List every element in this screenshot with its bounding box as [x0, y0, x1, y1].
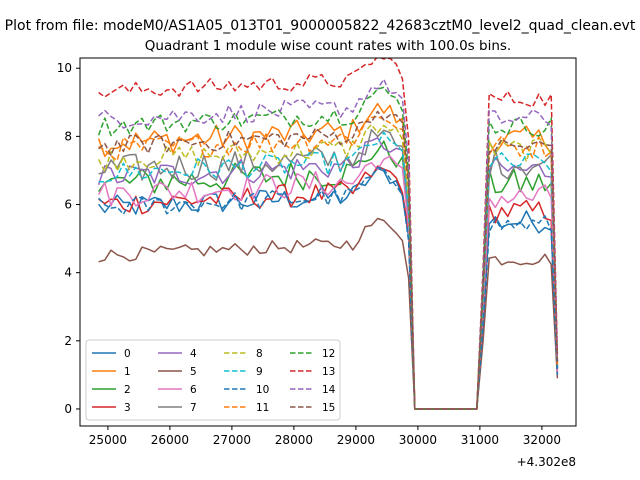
- legend-label-14: 14: [322, 384, 336, 396]
- legend-label-12: 12: [322, 348, 335, 360]
- y-axis: 0 2 4 6 8 10: [57, 61, 80, 416]
- legend-label-15: 15: [322, 402, 335, 414]
- series-line-8: [97, 123, 559, 410]
- series-line-11: [98, 115, 559, 410]
- series-line-15: [98, 110, 559, 410]
- legend-label-5: 5: [190, 366, 197, 378]
- y-tick-label: 6: [64, 198, 72, 212]
- series-line-10: [98, 166, 559, 410]
- series-layer: [97, 58, 559, 410]
- legend-label-4: 4: [190, 348, 197, 360]
- legend-label-2: 2: [124, 384, 131, 396]
- x-tick-label: 26000: [151, 433, 189, 447]
- legend-label-11: 11: [256, 402, 269, 414]
- legend-label-6: 6: [190, 384, 197, 396]
- chart-title: Quadrant 1 module wise count rates with …: [145, 38, 511, 54]
- legend-label-3: 3: [124, 402, 131, 414]
- legend-label-0: 0: [124, 348, 131, 360]
- x-tick-label: 25000: [89, 433, 127, 447]
- y-tick-label: 8: [64, 129, 72, 143]
- legend-label-13: 13: [322, 366, 335, 378]
- y-tick-label: 2: [64, 334, 72, 348]
- y-tick-label: 10: [57, 61, 72, 75]
- x-axis: 25000 26000 27000 28000 29000 30000 31000 32000: [89, 426, 561, 447]
- plot-frame: [79, 57, 577, 427]
- series-line-5: [98, 217, 559, 410]
- legend-frame: [85, 339, 341, 421]
- series-line-13: [98, 58, 559, 410]
- legend-label-7: 7: [190, 402, 197, 414]
- x-tick-label: 31000: [461, 433, 499, 447]
- x-axis-offset-label: +4.302e8: [517, 455, 576, 469]
- x-tick-label: 30000: [399, 433, 437, 447]
- legend-label-10: 10: [256, 384, 269, 396]
- y-tick-label: 4: [64, 266, 72, 280]
- figure-suptitle: Plot from file: modeM0/AS1A05_013T01_900…: [5, 18, 636, 34]
- x-tick-label: 32000: [523, 433, 561, 447]
- legend-label-1: 1: [124, 366, 131, 378]
- x-tick-label: 27000: [213, 433, 251, 447]
- x-tick-label: 28000: [275, 433, 313, 447]
- legend-label-9: 9: [256, 366, 263, 378]
- x-tick-label: 29000: [337, 433, 375, 447]
- y-tick-label: 0: [64, 402, 72, 416]
- legend-label-8: 8: [256, 348, 263, 360]
